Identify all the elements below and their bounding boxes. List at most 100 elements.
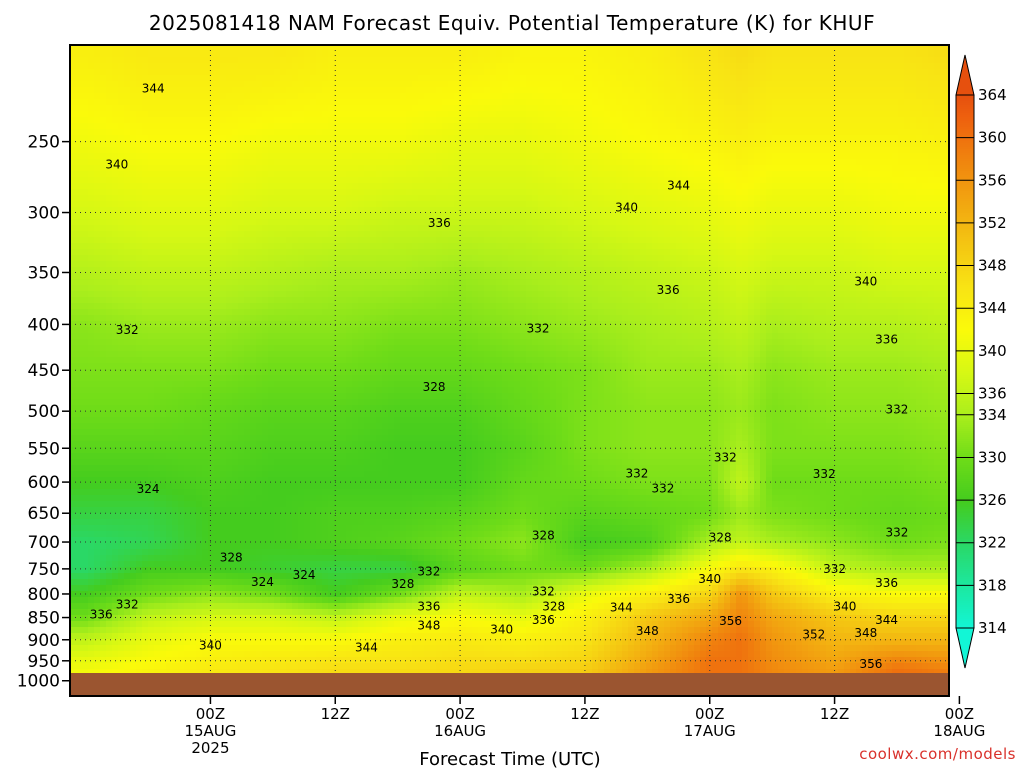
heatmap-cell [274,237,281,244]
heatmap-cell [76,81,83,88]
heatmap-cell [166,465,173,472]
heatmap-cell [226,309,233,316]
heatmap-cell [124,291,131,298]
heatmap-cell [244,573,251,580]
heatmap-cell [166,123,173,130]
heatmap-cell [244,597,251,604]
heatmap-cell [298,609,305,616]
heatmap-cell [322,345,329,352]
heatmap-cell [232,333,239,340]
heatmap-cell [94,417,101,424]
heatmap-cell [196,375,203,382]
heatmap-cell [340,321,347,328]
heatmap-cell [328,597,335,604]
heatmap-cell [202,501,209,508]
heatmap-cell [232,219,239,226]
heatmap-cell [166,645,173,652]
heatmap-cell [88,501,95,508]
heatmap-cell [316,549,323,556]
heatmap-cell [340,273,347,280]
heatmap-cell [154,567,161,574]
heatmap-cell [70,189,77,196]
heatmap-cell [112,279,119,286]
heatmap-cell [88,249,95,256]
heatmap-cell [82,597,89,604]
heatmap-cell [196,573,203,580]
heatmap-cell [328,429,335,436]
heatmap-cell [328,591,335,598]
heatmap-cell [154,423,161,430]
heatmap-cell [196,651,203,658]
heatmap-cell [214,237,221,244]
heatmap-cell [130,453,137,460]
heatmap-cell [292,447,299,454]
heatmap-cell [106,237,113,244]
heatmap-cell [340,207,347,214]
heatmap-cell [70,459,77,466]
heatmap-cell [322,459,329,466]
heatmap-cell [160,483,167,490]
heatmap-cell [238,501,245,508]
heatmap-cell [280,537,287,544]
heatmap-cell [118,663,125,670]
heatmap-cell [208,591,215,598]
heatmap-cell [286,153,293,160]
heatmap-cell [190,585,197,592]
heatmap-cell [244,633,251,640]
heatmap-cell [82,531,89,538]
heatmap-cell [82,459,89,466]
heatmap-cell [334,669,341,676]
heatmap-cell [154,375,161,382]
heatmap-cell [304,237,311,244]
heatmap-cell [238,183,245,190]
heatmap-cell [274,255,281,262]
heatmap-cell [328,321,335,328]
heatmap-cell [244,645,251,652]
heatmap-cell [166,225,173,232]
heatmap-cell [94,291,101,298]
heatmap-cell [334,177,341,184]
heatmap-cell [268,645,275,652]
heatmap-cell [298,153,305,160]
heatmap-cell [190,549,197,556]
heatmap-cell [334,453,341,460]
heatmap-cell [292,417,299,424]
heatmap-cell [232,507,239,514]
heatmap-cell [100,279,107,286]
heatmap-cell [238,411,245,418]
heatmap-cell [214,111,221,118]
heatmap-cell [250,423,257,430]
heatmap-cell [178,567,185,574]
heatmap-cell [82,387,89,394]
heatmap-cell [136,609,143,616]
heatmap-cell [244,321,251,328]
heatmap-cell [70,177,77,184]
heatmap-cell [280,135,287,142]
heatmap-cell [226,405,233,412]
heatmap-cell [70,297,77,304]
heatmap-cell [292,105,299,112]
heatmap-cell [142,63,149,70]
heatmap-cell [154,363,161,370]
heatmap-cell [70,105,77,112]
heatmap-cell [226,57,233,64]
heatmap-cell [310,243,317,250]
heatmap-cell [298,279,305,286]
heatmap-cell [184,549,191,556]
heatmap-cell [274,261,281,268]
heatmap-cell [310,477,317,484]
heatmap-cell [148,669,155,676]
heatmap-cell [208,417,215,424]
heatmap-cell [268,651,275,658]
heatmap-cell [334,465,341,472]
heatmap-cell [136,237,143,244]
heatmap-cell [340,471,347,478]
heatmap-cell [112,249,119,256]
heatmap-cell [172,189,179,196]
heatmap-cell [82,99,89,106]
heatmap-cell [172,441,179,448]
heatmap-cell [334,333,341,340]
heatmap-cell [250,213,257,220]
heatmap-cell [82,105,89,112]
heatmap-cell [262,609,269,616]
